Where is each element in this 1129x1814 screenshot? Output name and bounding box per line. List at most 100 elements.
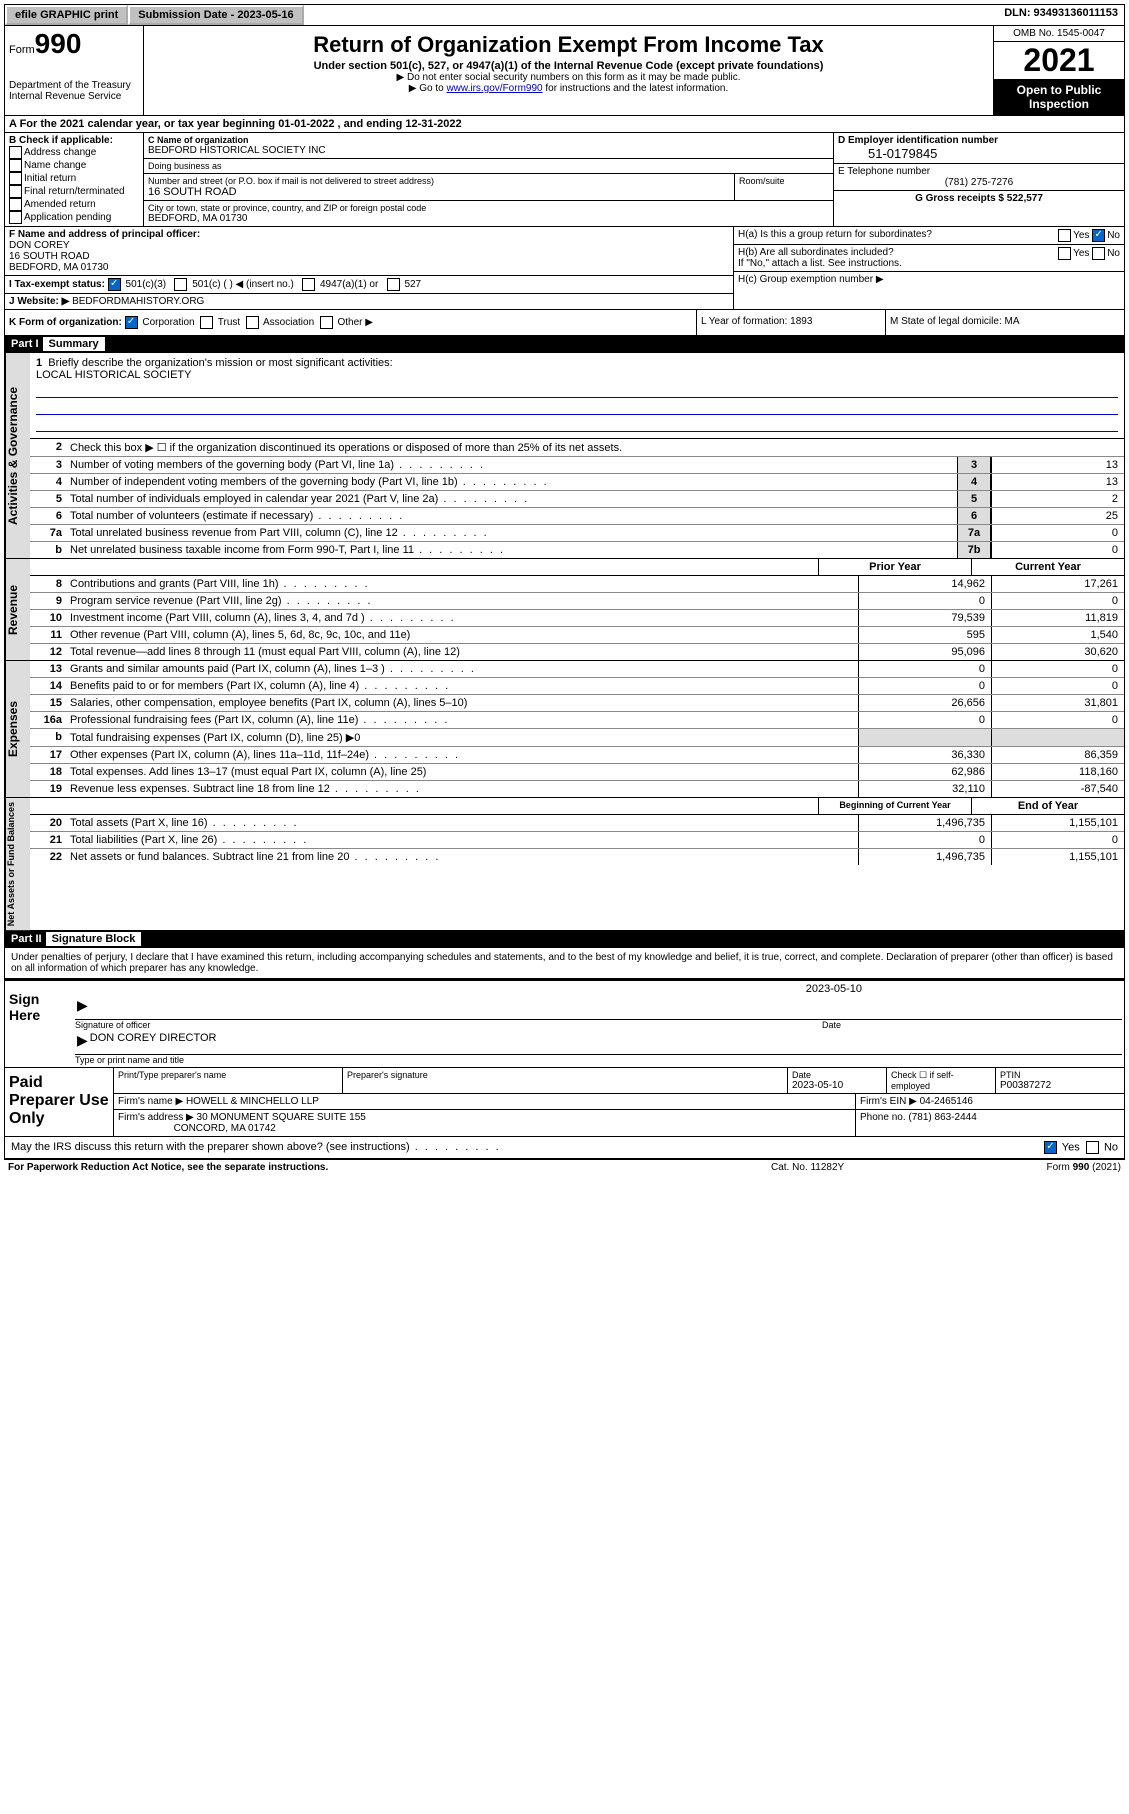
part-i-header: Part ISummary: [4, 336, 1125, 353]
hc-row: H(c) Group exemption number ▶: [734, 272, 1124, 287]
line-7a: 7aTotal unrelated business revenue from …: [30, 525, 1124, 542]
section-revenue: Revenue Prior YearCurrent Year 8Contribu…: [4, 559, 1125, 661]
header-left: Form990 Department of the Treasury Inter…: [5, 26, 144, 115]
line-7b: bNet unrelated business taxable income f…: [30, 542, 1124, 558]
cb-other[interactable]: [320, 316, 333, 329]
irs-label: Internal Revenue Service: [9, 91, 139, 102]
efile-print-button[interactable]: efile GRAPHIC print: [5, 5, 128, 25]
line-16b: bTotal fundraising expenses (Part IX, co…: [30, 729, 1124, 747]
street-address: 16 SOUTH ROAD: [148, 186, 730, 198]
line-16a: 16aProfessional fundraising fees (Part I…: [30, 712, 1124, 729]
line-22: 22Net assets or fund balances. Subtract …: [30, 849, 1124, 865]
block-fhij: F Name and address of principal officer:…: [4, 227, 1125, 310]
website-value: BEDFORDMAHISTORY.ORG: [72, 296, 204, 307]
cb-4947[interactable]: [302, 278, 315, 291]
line-6: 6Total number of volunteers (estimate if…: [30, 508, 1124, 525]
page-footer: For Paperwork Reduction Act Notice, see …: [4, 1159, 1125, 1175]
submission-date: Submission Date - 2023-05-16: [128, 5, 303, 25]
addr-cell: Number and street (or P.O. box if mail i…: [144, 174, 833, 201]
tax-exempt-status: I Tax-exempt status: 501(c)(3) 501(c) ( …: [5, 276, 733, 294]
ein-value: 51-0179845: [838, 146, 1120, 161]
cb-address-change[interactable]: Address change: [9, 146, 139, 159]
cb-corp[interactable]: [125, 316, 138, 329]
block-bcde: B Check if applicable: Address change Na…: [4, 133, 1125, 227]
topbar-spacer: [304, 5, 999, 25]
cb-trust[interactable]: [200, 316, 213, 329]
form-word: Form: [9, 44, 35, 56]
year-formation: L Year of formation: 1893: [697, 310, 886, 335]
cb-discuss-no[interactable]: [1086, 1141, 1099, 1154]
hb-row: H(b) Are all subordinates included? Yes …: [734, 245, 1124, 272]
block-klm: K Form of organization: Corporation Trus…: [4, 310, 1125, 336]
firm-name: HOWELL & MINCHELLO LLP: [186, 1096, 319, 1107]
cb-assoc[interactable]: [246, 316, 259, 329]
org-name: BEDFORD HISTORICAL SOCIETY INC: [148, 145, 829, 156]
cb-name-change[interactable]: Name change: [9, 159, 139, 172]
sign-here-label: Sign Here: [5, 981, 73, 1067]
cb-hb-yes[interactable]: [1058, 247, 1071, 260]
cb-amended-return[interactable]: Amended return: [9, 198, 139, 211]
line-17: 17Other expenses (Part IX, column (A), l…: [30, 747, 1124, 764]
cb-initial-return[interactable]: Initial return: [9, 172, 139, 185]
room-suite: Room/suite: [735, 174, 833, 200]
rev-header: Prior YearCurrent Year: [30, 559, 1124, 576]
tax-year: 2021: [994, 42, 1124, 79]
dba-cell: Doing business as: [144, 159, 833, 174]
gross-receipts: G Gross receipts $ 522,577: [834, 191, 1124, 206]
form-of-org: K Form of organization: Corporation Trus…: [5, 310, 697, 335]
cb-final-return[interactable]: Final return/terminated: [9, 185, 139, 198]
omb-number: OMB No. 1545-0047: [994, 26, 1124, 42]
prep-row-firm: Firm's name ▶ HOWELL & MINCHELLO LLP Fir…: [114, 1094, 1124, 1110]
ha-row: H(a) Is this a group return for subordin…: [734, 227, 1124, 245]
cb-ha-yes[interactable]: [1058, 229, 1071, 242]
firm-addr1: 30 MONUMENT SQUARE SUITE 155: [197, 1112, 366, 1123]
line-10: 10Investment income (Part VIII, column (…: [30, 610, 1124, 627]
line-9: 9Program service revenue (Part VIII, lin…: [30, 593, 1124, 610]
line-4: 4Number of independent voting members of…: [30, 474, 1124, 491]
ein-cell: D Employer identification number 51-0179…: [834, 133, 1124, 164]
top-bar: efile GRAPHIC print Submission Date - 20…: [4, 4, 1125, 26]
line-21: 21Total liabilities (Part X, line 26)00: [30, 832, 1124, 849]
officer-sig-line[interactable]: [75, 995, 1122, 1020]
principal-officer: F Name and address of principal officer:…: [5, 227, 733, 276]
phone-cell: E Telephone number (781) 275-7276: [834, 164, 1124, 191]
form-number: 990: [35, 28, 82, 59]
footer-formno: Form 990 (2021): [971, 1162, 1121, 1173]
city-state-zip: BEDFORD, MA 01730: [148, 213, 829, 224]
section-expenses: Expenses 13Grants and similar amounts pa…: [4, 661, 1125, 798]
mission-block: 1 Briefly describe the organization's mi…: [30, 353, 1124, 439]
na-header: Beginning of Current YearEnd of Year: [30, 798, 1124, 815]
side-net-assets: Net Assets or Fund Balances: [5, 798, 30, 930]
cb-501c3[interactable]: [108, 278, 121, 291]
line-13: 13Grants and similar amounts paid (Part …: [30, 661, 1124, 678]
prep-row-addr: Firm's address ▶ 30 MONUMENT SQUARE SUIT…: [114, 1110, 1124, 1136]
row-a-tax-year: A For the 2021 calendar year, or tax yea…: [4, 116, 1125, 133]
prep-row-1: Print/Type preparer's name Preparer's si…: [114, 1068, 1124, 1094]
col-de: D Employer identification number 51-0179…: [833, 133, 1124, 226]
cb-discuss-yes[interactable]: [1044, 1141, 1057, 1154]
paid-preparer-label: Paid Preparer Use Only: [5, 1068, 114, 1136]
cb-ha-no[interactable]: [1092, 229, 1105, 242]
officer-addr1: 16 SOUTH ROAD: [9, 251, 90, 262]
form-note-1: ▶ Do not enter social security numbers o…: [148, 72, 989, 83]
cb-501c[interactable]: [174, 278, 187, 291]
footer-catno: Cat. No. 11282Y: [771, 1162, 971, 1173]
cb-application-pending[interactable]: Application pending: [9, 211, 139, 224]
line-5: 5Total number of individuals employed in…: [30, 491, 1124, 508]
website-row: J Website: ▶ BEDFORDMAHISTORY.ORG: [5, 294, 733, 309]
sign-here-block: Sign Here 2023-05-10 Signature of office…: [4, 979, 1125, 1068]
col-c-org: C Name of organization BEDFORD HISTORICA…: [144, 133, 833, 226]
line-15: 15Salaries, other compensation, employee…: [30, 695, 1124, 712]
line-20: 20Total assets (Part X, line 16)1,496,73…: [30, 815, 1124, 832]
part-ii-header: Part IISignature Block: [4, 931, 1125, 948]
irs-link[interactable]: www.irs.gov/Form990: [446, 83, 542, 94]
state-domicile: M State of legal domicile: MA: [886, 310, 1124, 335]
cb-hb-no[interactable]: [1092, 247, 1105, 260]
line-11: 11Other revenue (Part VIII, column (A), …: [30, 627, 1124, 644]
side-revenue: Revenue: [5, 559, 30, 660]
cb-527[interactable]: [387, 278, 400, 291]
form-header: Form990 Department of the Treasury Inter…: [4, 26, 1125, 116]
mission-text: LOCAL HISTORICAL SOCIETY: [36, 369, 191, 381]
dln: DLN: 93493136011153: [998, 5, 1124, 25]
header-mid: Return of Organization Exempt From Incom…: [144, 26, 993, 115]
